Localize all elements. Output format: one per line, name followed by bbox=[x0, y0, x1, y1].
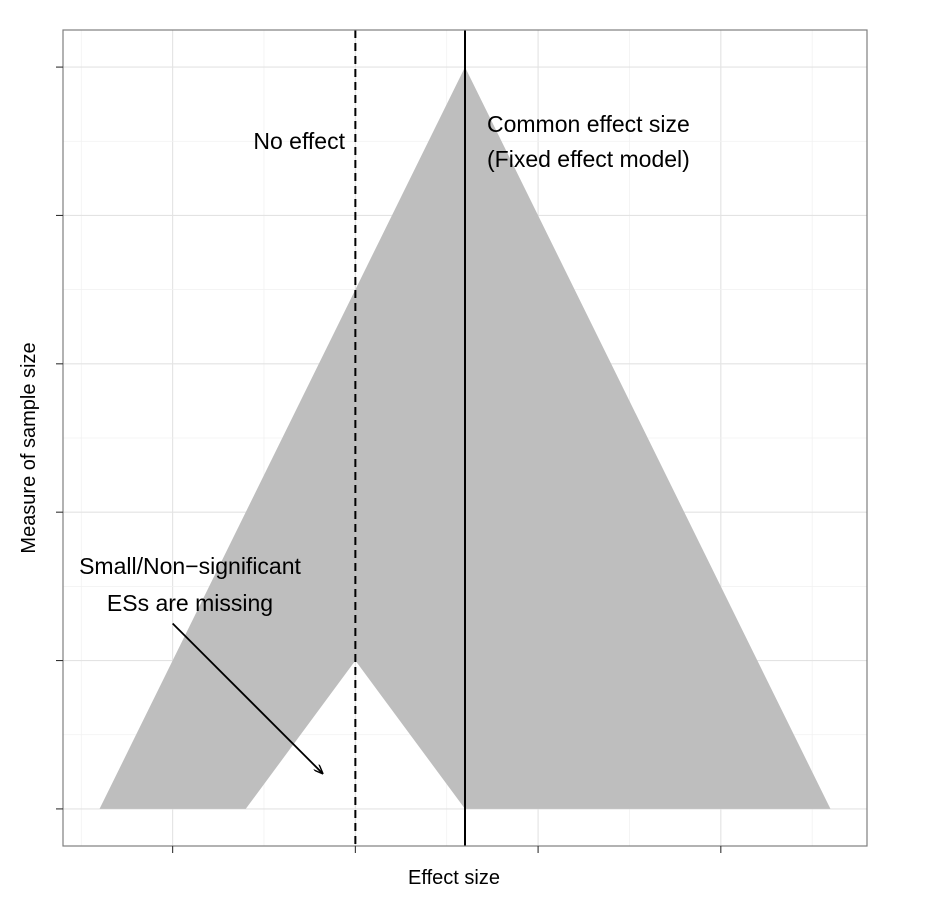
common-effect-label-line2: (Fixed effect model) bbox=[487, 146, 690, 172]
y-axis-label: Measure of sample size bbox=[18, 342, 40, 553]
missing-effects-label-line2: ESs are missing bbox=[107, 590, 273, 616]
missing-effects-label-line1: Small/Non−significant bbox=[79, 553, 301, 579]
x-axis-label: Effect size bbox=[408, 867, 500, 889]
annotations: No effect Common effect size (Fixed effe… bbox=[79, 111, 690, 773]
panel-border bbox=[62, 29, 868, 847]
axis-ticks bbox=[56, 66, 722, 853]
plot-panel bbox=[62, 29, 868, 847]
missing-effects-arrow bbox=[171, 622, 323, 773]
common-effect-label-line1: Common effect size bbox=[487, 111, 690, 137]
reference-lines bbox=[354, 30, 466, 846]
no-effect-label: No effect bbox=[253, 128, 345, 154]
